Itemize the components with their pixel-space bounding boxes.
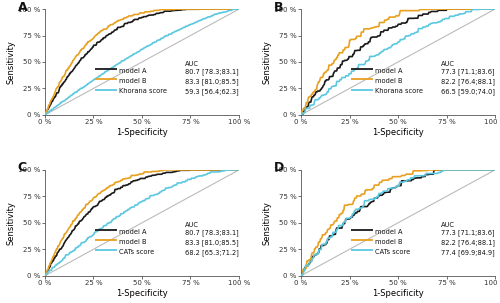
Text: 77.3 [71.1;83.6]: 77.3 [71.1;83.6] bbox=[440, 68, 494, 75]
Text: 83.3 [81.0;85.5]: 83.3 [81.0;85.5] bbox=[184, 78, 238, 85]
Text: AUC: AUC bbox=[440, 222, 454, 228]
Text: AUC: AUC bbox=[440, 61, 454, 67]
Text: 80.7 [78.3;83.1]: 80.7 [78.3;83.1] bbox=[184, 229, 238, 236]
Text: 77.4 [69.9;84.9]: 77.4 [69.9;84.9] bbox=[440, 249, 494, 256]
Text: 82.2 [76.4;88.1]: 82.2 [76.4;88.1] bbox=[440, 239, 494, 246]
Text: 82.2 [76.4;88.1]: 82.2 [76.4;88.1] bbox=[440, 78, 494, 85]
Text: Khorana score: Khorana score bbox=[374, 88, 422, 95]
Text: 80.7 [78.3;83.1]: 80.7 [78.3;83.1] bbox=[184, 68, 238, 75]
Text: 59.3 [56.4;62.3]: 59.3 [56.4;62.3] bbox=[184, 88, 238, 95]
Text: CATs score: CATs score bbox=[118, 249, 154, 255]
Text: model B: model B bbox=[118, 78, 146, 85]
Y-axis label: Sensitivity: Sensitivity bbox=[6, 40, 16, 84]
X-axis label: 1-Specificity: 1-Specificity bbox=[116, 289, 168, 298]
Text: 66.5 [59.0;74.0]: 66.5 [59.0;74.0] bbox=[440, 88, 494, 95]
X-axis label: 1-Specificity: 1-Specificity bbox=[372, 128, 424, 137]
Text: D: D bbox=[274, 161, 284, 175]
Text: AUC: AUC bbox=[184, 222, 198, 228]
Text: model A: model A bbox=[374, 229, 402, 235]
Text: model B: model B bbox=[374, 239, 402, 245]
Y-axis label: Sensitivity: Sensitivity bbox=[262, 201, 272, 245]
Text: A: A bbox=[18, 1, 28, 14]
Text: CATs score: CATs score bbox=[374, 249, 410, 255]
Text: AUC: AUC bbox=[184, 61, 198, 67]
Text: B: B bbox=[274, 1, 283, 14]
X-axis label: 1-Specificity: 1-Specificity bbox=[116, 128, 168, 137]
Text: model A: model A bbox=[118, 68, 146, 74]
Text: 68.2 [65.3;71.2]: 68.2 [65.3;71.2] bbox=[184, 249, 238, 256]
Text: 83.3 [81.0;85.5]: 83.3 [81.0;85.5] bbox=[184, 239, 238, 246]
Y-axis label: Sensitivity: Sensitivity bbox=[262, 40, 272, 84]
Text: model B: model B bbox=[118, 239, 146, 245]
Text: model A: model A bbox=[374, 68, 402, 74]
Text: 77.3 [71.1;83.6]: 77.3 [71.1;83.6] bbox=[440, 229, 494, 236]
Text: model A: model A bbox=[118, 229, 146, 235]
Text: Khorana score: Khorana score bbox=[118, 88, 166, 95]
Text: model B: model B bbox=[374, 78, 402, 85]
X-axis label: 1-Specificity: 1-Specificity bbox=[372, 289, 424, 298]
Text: C: C bbox=[18, 161, 27, 175]
Y-axis label: Sensitivity: Sensitivity bbox=[6, 201, 16, 245]
